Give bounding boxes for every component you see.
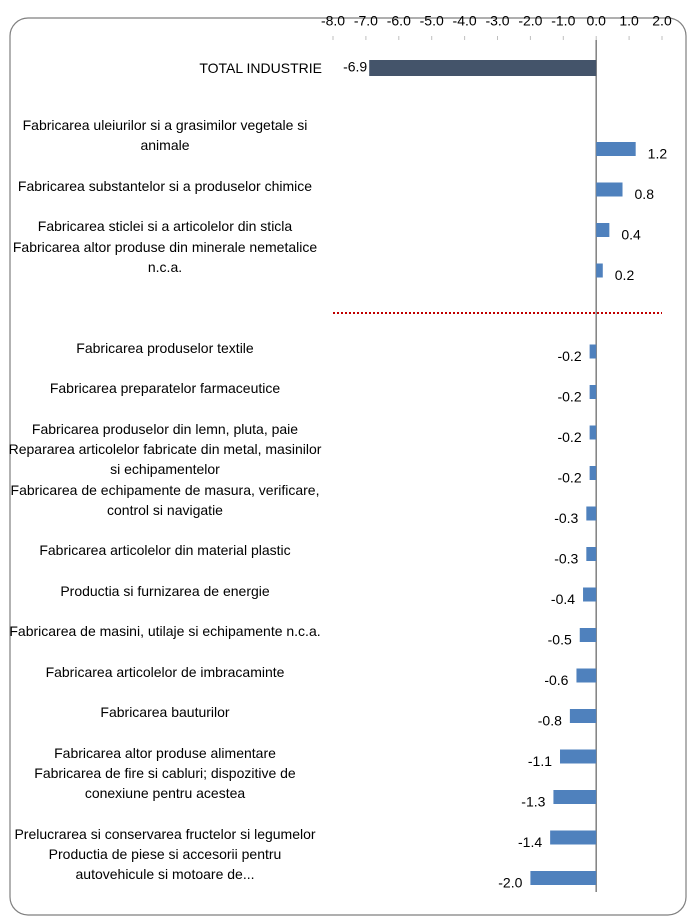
value-label: -1.3: [521, 794, 545, 810]
category-label: TOTAL INDUSTRIE: [199, 60, 322, 76]
category-label: Fabricarea uleiurilor si a grasimilor ve…: [22, 117, 308, 153]
bar: [576, 668, 597, 683]
value-label: 1.2: [648, 146, 668, 162]
value-label: -0.2: [557, 389, 581, 405]
category-label: Fabricarea produselor din lemn, pluta, p…: [31, 420, 299, 437]
bar: [596, 142, 636, 156]
value-label: -0.6: [544, 672, 568, 688]
category-label: Fabricarea substantelor si a produselor …: [17, 177, 313, 194]
x-tick-label: -2.0: [518, 13, 542, 29]
bar: [579, 628, 597, 642]
bar: [560, 749, 597, 764]
value-label: -0.8: [538, 713, 562, 729]
value-label: -1.4: [518, 834, 542, 850]
category-label: Fabricarea altor produse alimentare: [54, 744, 276, 761]
x-tick-label: 0.0: [586, 13, 606, 29]
value-label: -0.4: [551, 591, 575, 607]
value-label: -0.2: [557, 429, 581, 445]
value-label: -1.1: [528, 753, 552, 769]
bar: [583, 587, 597, 602]
category-label: Prelucrarea si conservarea fructelor si …: [14, 825, 316, 842]
bar: [553, 790, 597, 804]
x-tick-label: -7.0: [354, 13, 378, 29]
x-tick-label: 2.0: [652, 13, 672, 29]
value-label: -0.5: [548, 632, 572, 648]
value-label: -6.9: [343, 59, 367, 75]
value-label: -0.2: [557, 470, 581, 486]
x-tick-label: -5.0: [420, 13, 444, 29]
bar: [550, 830, 597, 845]
bar: [586, 506, 597, 521]
category-label: Productia de piese si accesorii pentru a…: [48, 846, 282, 882]
value-label: 0.8: [635, 186, 655, 202]
category-label: Fabricarea de fire si cabluri; dispoziti…: [34, 765, 296, 801]
category-label: Fabricarea de echipamente de masura, ver…: [10, 481, 320, 518]
bar: [596, 263, 603, 278]
value-label: -0.2: [557, 348, 581, 364]
bar: [586, 547, 597, 561]
category-label: Fabricarea preparatelor farmaceutice: [49, 380, 281, 396]
bar: [596, 223, 610, 237]
bar: [589, 466, 597, 480]
x-tick-label: -1.0: [551, 13, 575, 29]
category-label: Fabricarea articolelor de imbracaminte: [45, 663, 285, 680]
value-label: 0.4: [621, 227, 641, 243]
value-label: -2.0: [498, 875, 522, 891]
category-label: Fabricarea sticlei si a articolelor din …: [37, 218, 293, 234]
category-label: Fabricarea altor produse din minerale ne…: [12, 238, 318, 275]
x-tick-label: 1.0: [619, 13, 639, 29]
bar: [369, 60, 597, 76]
category-label: Productia si furnizarea de energie: [60, 582, 270, 599]
x-tick-label: -8.0: [321, 13, 345, 29]
category-label: Fabricarea produselor textile: [76, 339, 254, 356]
chart-frame: [9, 17, 687, 916]
x-tick-label: -4.0: [453, 13, 477, 29]
value-label: 0.2: [615, 267, 635, 283]
value-label: -0.3: [554, 510, 578, 526]
bar: [530, 871, 597, 885]
bar: [589, 344, 597, 359]
category-label: Fabricarea bauturilor: [100, 704, 230, 720]
category-label: Fabricarea de masini, utilaje si echipam…: [9, 623, 321, 639]
category-label: Repararea articolelor fabricate din meta…: [8, 441, 322, 477]
bar: [569, 709, 597, 723]
x-tick-label: -6.0: [387, 13, 411, 29]
bar: [596, 182, 623, 197]
bar: [589, 425, 597, 440]
category-label: Fabricarea articolelor din material plas…: [39, 542, 291, 558]
x-tick-label: -3.0: [485, 13, 509, 29]
value-label: -0.3: [554, 551, 578, 567]
bar: [589, 385, 597, 399]
